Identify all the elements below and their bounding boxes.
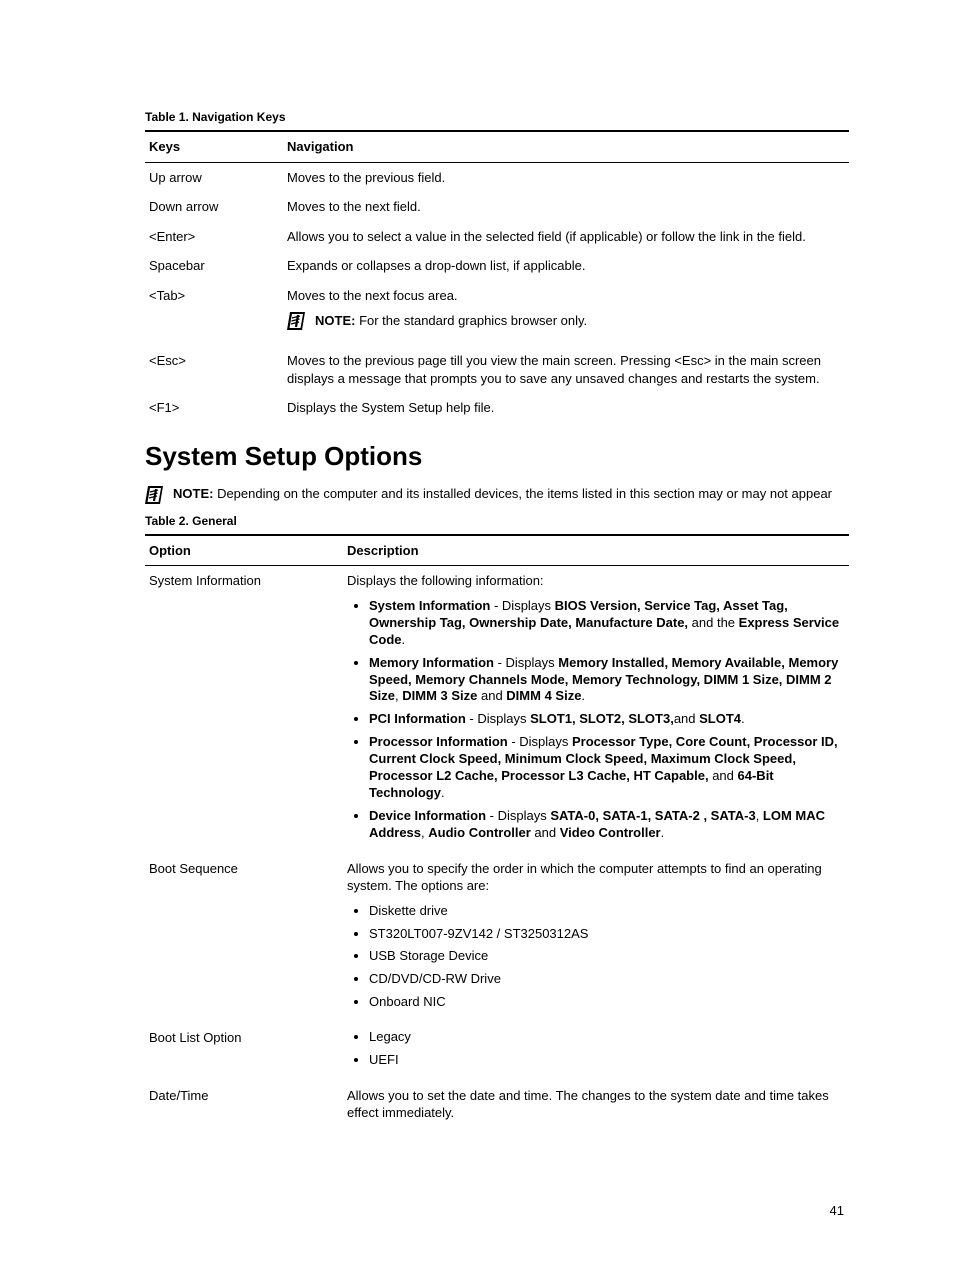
table1: Keys Navigation Up arrow Moves to the pr… bbox=[145, 130, 849, 423]
sysinfo-intro: Displays the following information: bbox=[347, 572, 845, 590]
note-label: NOTE: bbox=[173, 486, 213, 501]
section-note: NOTE: Depending on the computer and its … bbox=[145, 486, 849, 504]
option-cell: System Information bbox=[145, 566, 343, 854]
note-icon bbox=[287, 312, 305, 330]
list-item: Legacy bbox=[369, 1029, 845, 1046]
nav-cell: Displays the System Setup help file. bbox=[283, 393, 849, 423]
desc-cell: Displays the following information: Syst… bbox=[343, 566, 849, 854]
table-row: System Information Displays the followin… bbox=[145, 566, 849, 854]
table-row: Boot List Option Legacy UEFI bbox=[145, 1023, 849, 1081]
section-title: System Setup Options bbox=[145, 441, 849, 472]
key-cell: <Esc> bbox=[145, 346, 283, 393]
bootseq-intro: Allows you to specify the order in which… bbox=[347, 860, 845, 895]
list-item: PCI Information - Displays SLOT1, SLOT2,… bbox=[369, 711, 845, 728]
key-cell: Down arrow bbox=[145, 192, 283, 222]
table2: Option Description System Information Di… bbox=[145, 534, 849, 1128]
nav-cell: Moves to the previous page till you view… bbox=[283, 346, 849, 393]
option-cell: Date/Time bbox=[145, 1081, 343, 1128]
list-item: Processor Information - Displays Process… bbox=[369, 734, 845, 802]
list-item: CD/DVD/CD-RW Drive bbox=[369, 971, 845, 988]
table-row: Down arrow Moves to the next field. bbox=[145, 192, 849, 222]
option-cell: Boot List Option bbox=[145, 1023, 343, 1081]
section-note-text: NOTE: Depending on the computer and its … bbox=[173, 486, 832, 501]
tab-nav-text: Moves to the next focus area. bbox=[287, 287, 845, 305]
table1-header-keys: Keys bbox=[145, 131, 283, 162]
table-row: <Esc> Moves to the previous page till yo… bbox=[145, 346, 849, 393]
bootseq-list: Diskette drive ST320LT007-9ZV142 / ST325… bbox=[347, 903, 845, 1011]
table-row: <F1> Displays the System Setup help file… bbox=[145, 393, 849, 423]
table-row: <Enter> Allows you to select a value in … bbox=[145, 222, 849, 252]
list-item: System Information - Displays BIOS Versi… bbox=[369, 598, 845, 649]
page-number: 41 bbox=[830, 1203, 844, 1218]
table1-caption: Table 1. Navigation Keys bbox=[145, 110, 849, 124]
list-item: Diskette drive bbox=[369, 903, 845, 920]
table-row: Date/Time Allows you to set the date and… bbox=[145, 1081, 849, 1128]
list-item: Device Information - Displays SATA-0, SA… bbox=[369, 808, 845, 842]
key-cell: <Enter> bbox=[145, 222, 283, 252]
key-cell: <F1> bbox=[145, 393, 283, 423]
list-item: Memory Information - Displays Memory Ins… bbox=[369, 655, 845, 706]
desc-cell: Allows you to set the date and time. The… bbox=[343, 1081, 849, 1128]
nav-cell: Expands or collapses a drop-down list, i… bbox=[283, 251, 849, 281]
table-row: Spacebar Expands or collapses a drop-dow… bbox=[145, 251, 849, 281]
option-cell: Boot Sequence bbox=[145, 854, 343, 1024]
desc-cell: Legacy UEFI bbox=[343, 1023, 849, 1081]
tab-note-text: NOTE: For the standard graphics browser … bbox=[315, 312, 587, 330]
nav-cell: Moves to the next focus area. NOTE: Fo bbox=[283, 281, 849, 347]
bootlist-list: Legacy UEFI bbox=[347, 1029, 845, 1069]
key-cell: <Tab> bbox=[145, 281, 283, 347]
note-label: NOTE: bbox=[315, 313, 355, 328]
list-item: USB Storage Device bbox=[369, 948, 845, 965]
table-row: Boot Sequence Allows you to specify the … bbox=[145, 854, 849, 1024]
list-item: ST320LT007-9ZV142 / ST3250312AS bbox=[369, 926, 845, 943]
list-item: UEFI bbox=[369, 1052, 845, 1069]
desc-cell: Allows you to specify the order in which… bbox=[343, 854, 849, 1024]
table2-header-desc: Description bbox=[343, 535, 849, 566]
table2-header-option: Option bbox=[145, 535, 343, 566]
table2-caption: Table 2. General bbox=[145, 514, 849, 528]
sysinfo-list: System Information - Displays BIOS Versi… bbox=[347, 598, 845, 842]
key-cell: Up arrow bbox=[145, 162, 283, 192]
list-item: Onboard NIC bbox=[369, 994, 845, 1011]
table-row: <Tab> Moves to the next focus area. bbox=[145, 281, 849, 347]
key-cell: Spacebar bbox=[145, 251, 283, 281]
table1-header-nav: Navigation bbox=[283, 131, 849, 162]
nav-cell: Moves to the previous field. bbox=[283, 162, 849, 192]
nav-cell: Moves to the next field. bbox=[283, 192, 849, 222]
nav-cell: Allows you to select a value in the sele… bbox=[283, 222, 849, 252]
note-icon bbox=[145, 486, 163, 504]
table-row: Up arrow Moves to the previous field. bbox=[145, 162, 849, 192]
